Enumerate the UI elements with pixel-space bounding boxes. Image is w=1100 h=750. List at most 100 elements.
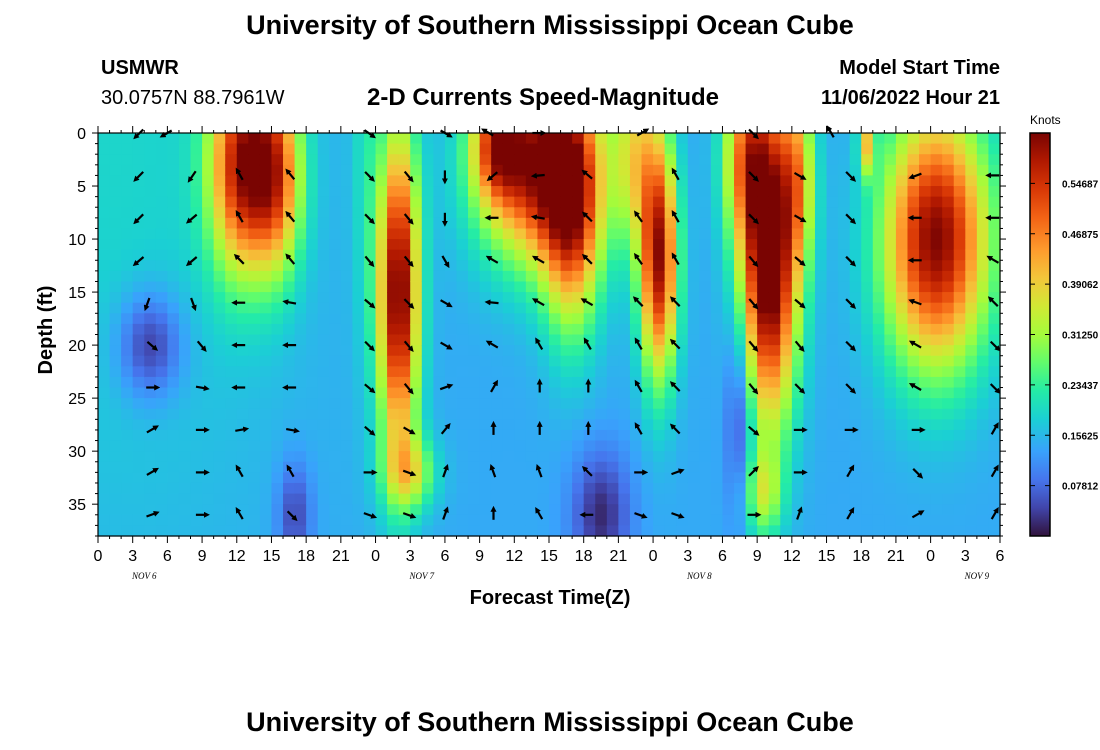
heatmap-cell: [872, 472, 885, 484]
heatmap-cell: [248, 217, 261, 230]
heatmap-cell: [317, 249, 330, 261]
heatmap-cell: [317, 239, 330, 251]
heatmap-cell: [121, 429, 134, 442]
current-vector: [440, 341, 453, 350]
heatmap-cell: [560, 482, 573, 495]
current-vector: [403, 382, 414, 395]
heatmap-cell: [826, 164, 839, 177]
heatmap-cell: [398, 334, 411, 346]
heatmap-cell: [606, 366, 619, 378]
heatmap-cell: [757, 345, 770, 357]
heatmap-cell: [710, 451, 724, 463]
heatmap-cell: [225, 302, 238, 314]
heatmap-cell: [398, 408, 411, 420]
heatmap-cell: [514, 366, 527, 378]
heatmap-cell: [514, 440, 527, 452]
x-tick-label: 3: [406, 548, 415, 565]
heatmap-cell: [641, 228, 654, 240]
heatmap-cell: [537, 398, 550, 410]
heatmap-cell: [988, 270, 1001, 283]
heatmap-cell: [722, 408, 735, 420]
heatmap-cell: [491, 429, 504, 442]
heatmap-cell: [248, 302, 261, 314]
heatmap-cell: [930, 281, 943, 293]
heatmap-cell: [549, 217, 562, 230]
heatmap-cell: [433, 175, 446, 187]
heatmap-cell: [826, 482, 839, 495]
heatmap-cell: [468, 281, 481, 293]
heatmap-cell: [861, 366, 874, 378]
heatmap-cell: [618, 525, 631, 537]
heatmap-cell: [98, 482, 111, 495]
heatmap-cell: [653, 217, 666, 230]
heatmap-cell: [549, 355, 562, 367]
heatmap-cell: [294, 270, 307, 283]
heatmap-cell: [259, 345, 273, 357]
heatmap-cell: [664, 440, 677, 452]
heatmap-cell: [444, 133, 458, 145]
heatmap-cell: [583, 504, 596, 516]
heatmap-cell: [109, 408, 122, 420]
heatmap-cell: [953, 451, 966, 463]
x-tick-label: 6: [718, 548, 727, 565]
heatmap-cell: [398, 482, 411, 495]
heatmap-cell: [722, 461, 735, 473]
heatmap-cell: [710, 228, 724, 240]
heatmap-cell: [849, 133, 862, 145]
heatmap-cell: [525, 461, 539, 473]
heatmap-cell: [895, 313, 909, 325]
heatmap-cell: [178, 419, 192, 431]
heatmap-cell: [606, 302, 619, 314]
heatmap-cell: [213, 429, 226, 442]
heatmap-cell: [236, 514, 249, 526]
heatmap-cell: [710, 302, 724, 314]
heatmap-cell: [178, 334, 192, 346]
heatmap-cell: [699, 270, 712, 283]
heatmap-cell: [757, 482, 770, 495]
heatmap-cell: [271, 302, 284, 314]
heatmap-cell: [352, 345, 365, 357]
heatmap-cell: [814, 249, 828, 261]
heatmap-cell: [757, 461, 770, 473]
heatmap-cell: [861, 323, 874, 336]
heatmap-cell: [791, 164, 805, 177]
heatmap-cell: [722, 345, 735, 357]
heatmap-cell: [965, 451, 978, 463]
heatmap-cell: [629, 249, 643, 261]
heatmap-cell: [664, 366, 677, 378]
heatmap-cell: [629, 408, 643, 420]
heatmap-cell: [433, 355, 446, 367]
heatmap-cell: [410, 482, 423, 495]
heatmap-cell: [942, 143, 955, 155]
heatmap-cell: [572, 186, 585, 198]
heatmap-cell: [595, 387, 608, 399]
heatmap-cell: [225, 461, 238, 473]
heatmap-cell: [768, 504, 781, 516]
heatmap-cell: [872, 514, 885, 526]
heatmap-cell: [595, 472, 608, 484]
heatmap-cell: [352, 419, 365, 431]
heatmap-cell: [202, 355, 215, 367]
heatmap-cell: [213, 387, 226, 399]
heatmap-cell: [572, 366, 585, 378]
heatmap-cell: [248, 334, 261, 346]
heatmap-cell: [155, 239, 168, 251]
heatmap-cell: [410, 504, 423, 516]
heatmap-cell: [248, 186, 261, 198]
heatmap-cell: [710, 504, 724, 516]
heatmap-cell: [583, 228, 596, 240]
day-label: NOV 7: [408, 571, 434, 581]
heatmap-cell: [202, 451, 215, 463]
heatmap-cell: [317, 398, 330, 410]
heatmap-cell: [144, 514, 157, 526]
heatmap-cell: [479, 260, 492, 272]
heatmap-cell: [190, 164, 203, 177]
heatmap-cell: [410, 270, 423, 283]
heatmap-cell: [259, 472, 273, 484]
heatmap-cell: [155, 175, 168, 187]
heatmap-cell: [479, 334, 492, 346]
heatmap-cell: [98, 249, 111, 261]
heatmap-cell: [791, 217, 805, 230]
heatmap-cell: [930, 429, 943, 442]
heatmap-cell: [861, 143, 874, 155]
